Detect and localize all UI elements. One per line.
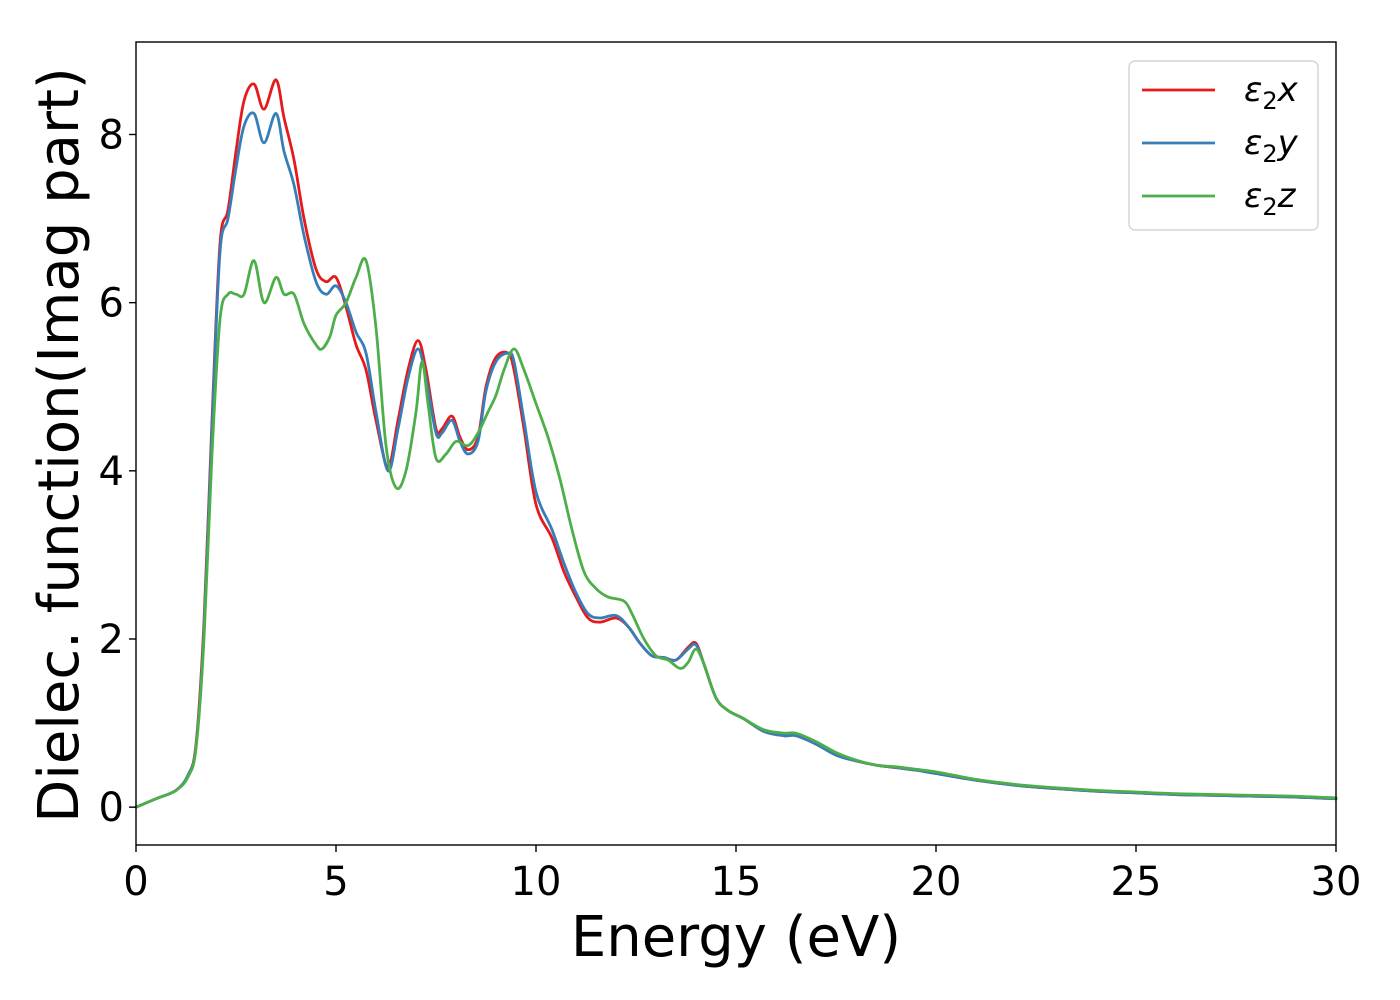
x-tick-label: 5 (323, 859, 348, 905)
series-line-ε2z (134, 257, 1338, 809)
y-axis-label: Dielec. function(Imag part) (27, 67, 92, 823)
legend-entry: ε2z (1142, 176, 1297, 221)
y-tick-label: 2 (99, 617, 124, 663)
legend-entry: ε2x (1142, 70, 1299, 115)
x-tick-label: 30 (1311, 859, 1362, 905)
legend-label: ε2y (1244, 123, 1299, 168)
y-tick-label: 6 (99, 281, 124, 327)
legend-label: ε2x (1244, 70, 1299, 115)
x-axis-label: Energy (eV) (571, 905, 901, 970)
legend-box (1128, 60, 1319, 231)
legend-entry: ε2y (1142, 123, 1299, 168)
legend: ε2x ε2y ε2z (1128, 60, 1319, 231)
x-axis-ticks: 0 5 10 15 20 25 30 (123, 845, 1361, 905)
y-tick-label: 4 (99, 449, 124, 495)
legend-items: ε2x ε2y ε2z (1142, 70, 1299, 221)
x-tick-label: 20 (911, 859, 962, 905)
x-tick-label: 0 (123, 859, 148, 905)
x-tick-label: 10 (511, 859, 562, 905)
y-axis-ticks: 0 2 4 6 8 (99, 112, 136, 831)
x-tick-label: 25 (1111, 859, 1162, 905)
legend-label: ε2z (1244, 176, 1297, 221)
y-tick-label: 8 (99, 112, 124, 158)
x-tick-label: 15 (711, 859, 762, 905)
series-layer (134, 78, 1338, 809)
y-tick-label: 0 (99, 785, 124, 831)
